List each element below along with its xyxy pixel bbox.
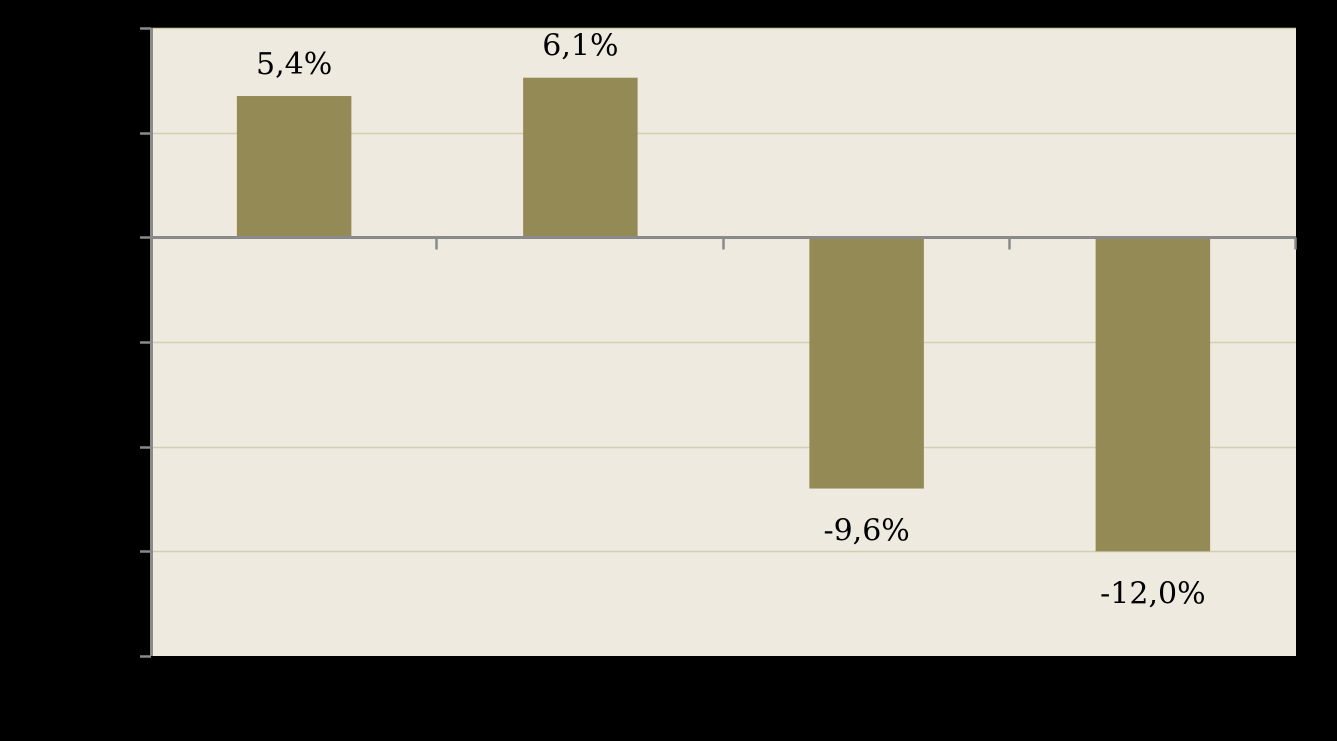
bar-3 xyxy=(1095,237,1211,552)
data-label-1: 6,1% xyxy=(542,29,618,64)
data-label-2: -9,6% xyxy=(823,514,909,549)
data-label-0: 5,4% xyxy=(256,47,332,82)
data-labels: 5,4% 6,1% -9,6% -12,0% xyxy=(256,29,1206,612)
bars xyxy=(236,77,1211,552)
bar-0 xyxy=(236,96,352,238)
bar-1 xyxy=(523,77,638,238)
bar-2 xyxy=(809,237,924,489)
data-label-3: -12,0% xyxy=(1100,576,1205,611)
axes xyxy=(140,27,1297,658)
